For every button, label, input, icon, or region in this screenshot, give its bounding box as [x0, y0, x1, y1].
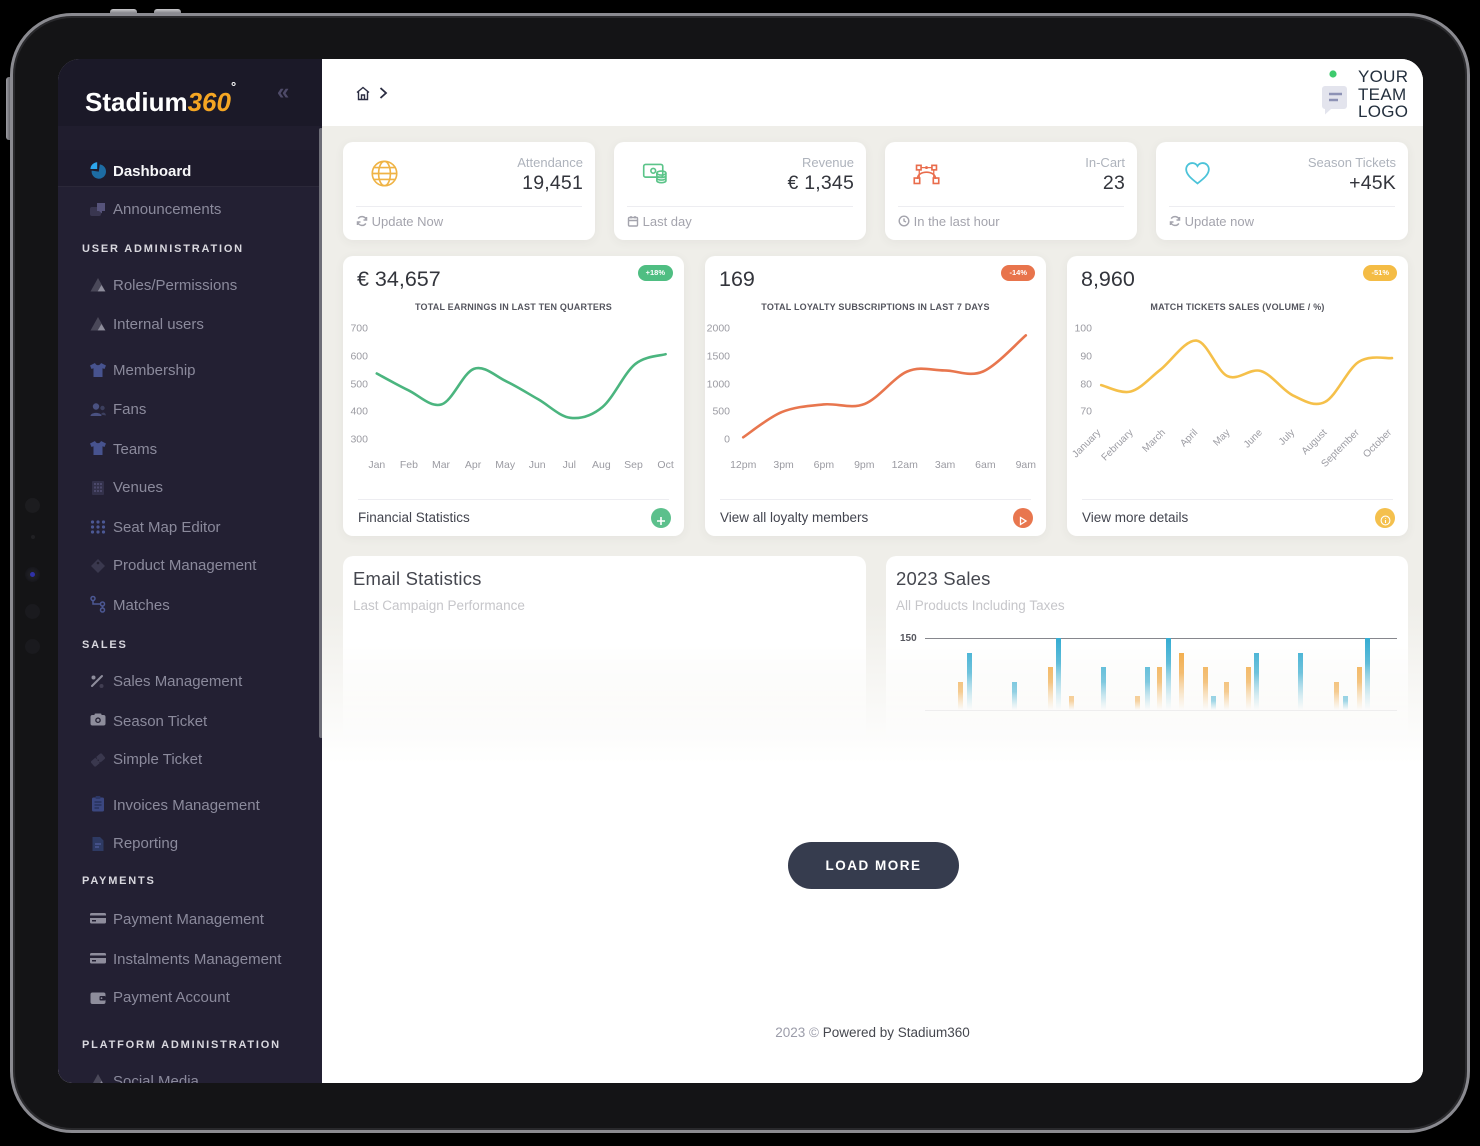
svg-text:April: April: [1178, 427, 1200, 449]
svg-text:July: July: [1277, 427, 1297, 447]
svg-text:70: 70: [1080, 406, 1092, 418]
svg-text:Sep: Sep: [624, 459, 643, 471]
svg-text:3am: 3am: [935, 459, 956, 471]
svg-text:1000: 1000: [707, 379, 731, 391]
svg-text:500: 500: [712, 406, 730, 418]
svg-text:March: March: [1140, 427, 1167, 454]
svg-text:9am: 9am: [1016, 459, 1037, 471]
svg-text:2000: 2000: [707, 323, 731, 335]
svg-text:Mar: Mar: [432, 459, 451, 471]
svg-text:6am: 6am: [975, 459, 996, 471]
svg-text:600: 600: [350, 351, 368, 363]
svg-text:Jan: Jan: [368, 459, 385, 471]
svg-text:Oct: Oct: [657, 459, 673, 471]
svg-text:January: January: [1070, 427, 1103, 460]
svg-text:May: May: [1211, 427, 1232, 448]
svg-text:Feb: Feb: [400, 459, 418, 471]
svg-text:October: October: [1361, 427, 1394, 460]
svg-text:August: August: [1300, 427, 1330, 457]
svg-text:500: 500: [350, 379, 368, 391]
svg-text:12pm: 12pm: [730, 459, 757, 471]
svg-text:90: 90: [1080, 351, 1092, 363]
svg-text:6pm: 6pm: [814, 459, 835, 471]
svg-text:9pm: 9pm: [854, 459, 875, 471]
svg-text:Apr: Apr: [465, 459, 482, 471]
svg-text:June: June: [1242, 427, 1265, 450]
svg-text:80: 80: [1080, 379, 1092, 391]
svg-text:1500: 1500: [707, 351, 731, 363]
svg-text:100: 100: [1074, 323, 1092, 335]
svg-text:Jun: Jun: [529, 459, 546, 471]
svg-text:300: 300: [350, 434, 368, 446]
svg-text:12am: 12am: [892, 459, 919, 471]
svg-text:0: 0: [724, 434, 730, 446]
svg-text:May: May: [495, 459, 516, 471]
svg-text:Aug: Aug: [592, 459, 611, 471]
svg-text:400: 400: [350, 406, 368, 418]
svg-text:Jul: Jul: [563, 459, 576, 471]
svg-text:700: 700: [350, 323, 368, 335]
svg-text:February: February: [1100, 427, 1136, 463]
svg-text:3pm: 3pm: [773, 459, 794, 471]
